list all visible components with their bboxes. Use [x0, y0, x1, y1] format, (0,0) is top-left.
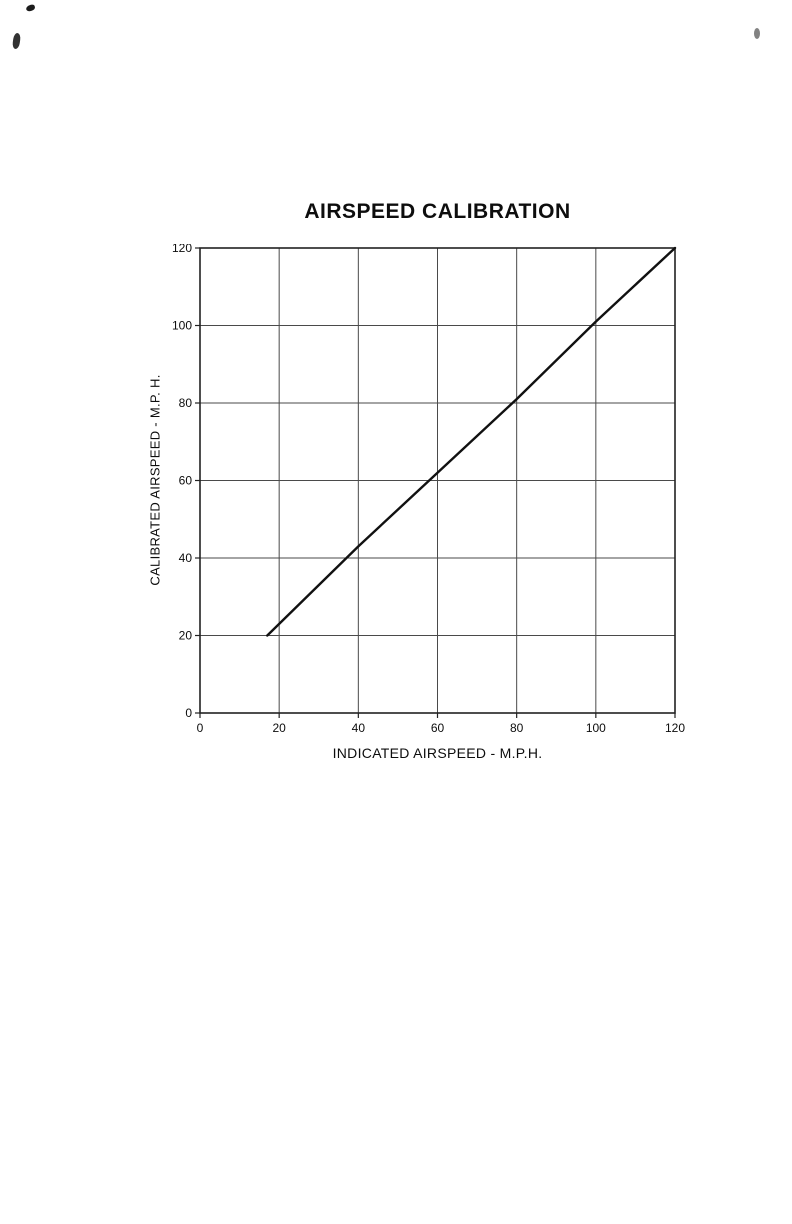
- plot-area: 0 20 40 60 80 100 120 0 20 40 60 80 100 120: [160, 241, 689, 748]
- y-tick-label: 120: [172, 244, 192, 255]
- x-tick-label: 80: [510, 721, 524, 735]
- x-tick-label: 20: [272, 721, 286, 735]
- x-tick-label: 0: [197, 721, 204, 735]
- y-tick-label: 80: [179, 396, 193, 410]
- x-tick-label: 120: [665, 721, 685, 735]
- plot-frame: [199, 247, 676, 714]
- chart-title: AIRSPEED CALIBRATION: [304, 200, 571, 223]
- y-tick-label: 60: [179, 474, 193, 488]
- plot-svg: 0 20 40 60 80 100 120 0 20 40 60 80 100 120: [172, 241, 685, 735]
- y-tick-label: 20: [179, 629, 193, 643]
- x-tick-label: 60: [431, 721, 445, 735]
- scan-artifact: [11, 32, 22, 50]
- y-tick-label: 0: [185, 706, 192, 720]
- scan-artifact: [25, 3, 36, 13]
- x-tick-label: 100: [586, 721, 606, 735]
- x-tick-label: 40: [352, 721, 366, 735]
- series-calibration-line: [266, 246, 677, 637]
- y-tick-label: 40: [179, 551, 193, 565]
- x-axis-label: INDICATED AIRSPEED - M.P.H.: [332, 745, 543, 761]
- scan-artifact: [754, 28, 760, 39]
- y-tick-label: 100: [172, 319, 192, 333]
